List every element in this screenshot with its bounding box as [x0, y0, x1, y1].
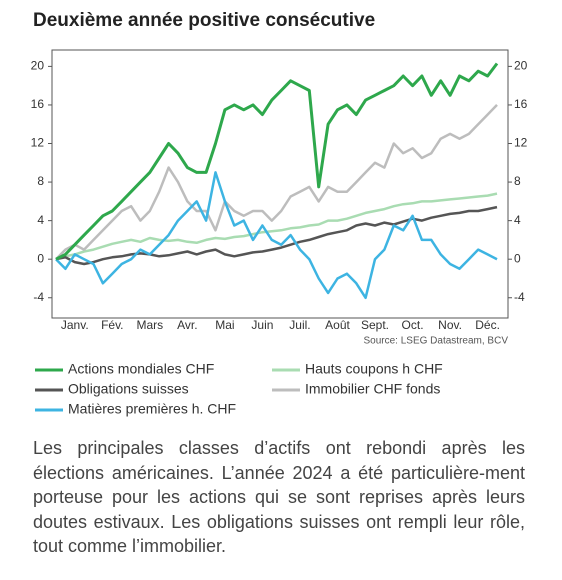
legend-label: Matières premières h. CHF [68, 401, 236, 417]
body-text: Les principales classes d’actifs ont reb… [33, 438, 525, 556]
series-line [55, 62, 499, 261]
x-tick-label: Août [325, 318, 350, 332]
source: Source: LSEG Datastream, BCV [363, 336, 508, 347]
plot-frame [51, 49, 509, 319]
series-line [55, 104, 498, 261]
y-tick-label: 16 [31, 97, 45, 111]
x-tick-label: Oct. [402, 318, 424, 332]
y2-tick-label: 8 [514, 174, 521, 188]
y2-tick-label: 20 [514, 59, 528, 73]
x-tick-label: Juil. [289, 318, 310, 332]
series-line [55, 205, 498, 266]
y2-tick-label: 12 [514, 136, 528, 150]
x-tick-label: Juin [251, 318, 273, 332]
y-tick-label: 4 [37, 213, 44, 227]
series-line [55, 171, 498, 300]
y2-tick-label: -4 [514, 290, 525, 304]
y2-tick-label: 4 [514, 213, 521, 227]
x-tick-label: Fév. [101, 318, 123, 332]
y-tick-label: 0 [37, 251, 44, 265]
x-tick-label: Janv. [61, 318, 89, 332]
y2-tick-label: 16 [514, 97, 528, 111]
y-tick-label: 8 [37, 174, 44, 188]
x-tick-label: Sept. [361, 318, 389, 332]
y-tick-label: 12 [31, 136, 45, 150]
legend-label: Obligations suisses [68, 381, 189, 397]
legend-label: Actions mondiales CHF [68, 361, 214, 377]
x-tick-label: Déc. [475, 318, 500, 332]
x-tick-label: Nov. [438, 318, 462, 332]
series-line [55, 192, 498, 261]
chart-title: Deuxième année positive consécutive [33, 10, 375, 31]
y-tick-label: -4 [33, 290, 44, 304]
x-tick-label: Mars [136, 318, 163, 332]
y2-tick-label: 0 [514, 251, 521, 265]
x-tick-label: Mai [215, 318, 234, 332]
legend-label: Hauts coupons h CHF [305, 361, 443, 377]
x-tick-label: Avr. [177, 318, 197, 332]
legend-label: Immobilier CHF fonds [305, 381, 440, 397]
chart: Deuxième année positive consécutive Sour… [31, 10, 528, 417]
y-tick-label: 20 [31, 59, 45, 73]
